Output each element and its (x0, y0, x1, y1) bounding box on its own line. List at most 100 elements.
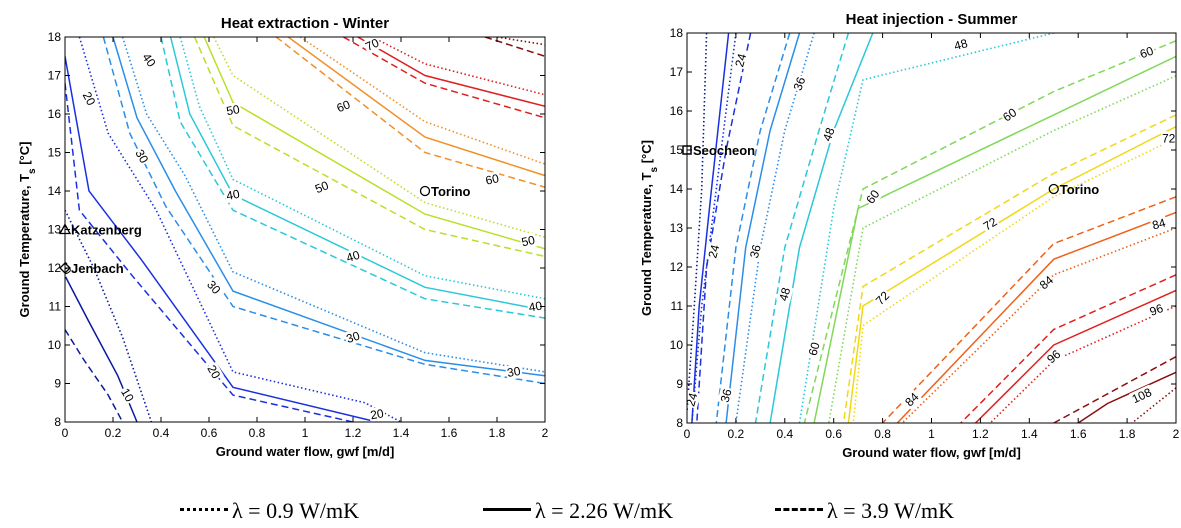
x-tick-label: 0 (684, 427, 691, 441)
y-tick-label: 10 (48, 338, 62, 352)
x-tick-label: 0.4 (776, 427, 793, 441)
site-label-jenbach: Jenbach (71, 261, 124, 276)
heat-injection-summer-chart: 2424243636364848486060606072727284848496… (639, 11, 1180, 460)
contour-label-bg (343, 328, 363, 347)
contour-line-80-lambda-0_9 (496, 37, 545, 46)
site-label-katzenberg: Katzenberg (71, 223, 142, 238)
contour-label-bg (1149, 215, 1169, 233)
y-tick-label: 18 (48, 30, 62, 44)
contour-label: 60 (1138, 44, 1156, 62)
y-tick-label: 12 (48, 261, 62, 275)
y-tick-label: 10 (670, 338, 684, 352)
contour-line-96-lambda-3_9 (960, 274, 1176, 423)
y-axis-label-main: Ground Temperature, T (639, 172, 654, 316)
x-tick-label: 0.6 (825, 427, 842, 441)
contour-line-50-lambda-3_9 (193, 37, 545, 258)
x-axis-label: Ground water flow, gwf [m/d] (842, 445, 1021, 460)
contour-label-bg (1043, 346, 1065, 367)
y-tick-label: 14 (670, 182, 684, 196)
contour-label: 20 (80, 89, 99, 108)
x-tick-label: 1 (928, 427, 935, 441)
contour-label-bg (790, 73, 809, 94)
contour-label: 70 (363, 35, 381, 53)
contour-line-108-lambda-2_26 (1077, 371, 1176, 423)
x-tick-label: 1 (302, 426, 309, 440)
contour-label-bg (872, 287, 894, 309)
contour-label: 36 (747, 243, 764, 260)
contour-line-60-lambda-3_9 (275, 37, 545, 188)
legend: λ = 0.9 W/mK λ = 2.26 W/mK λ = 3.9 W/mK (0, 496, 1181, 528)
chart-title: Heat injection - Summer (846, 11, 1018, 28)
contour-line-48-lambda-0_9 (798, 33, 1054, 423)
contour-label-bg (312, 177, 332, 197)
y-tick-label: 9 (54, 377, 61, 391)
contour-label-bg (1128, 384, 1155, 407)
contour-line-60-lambda-3_9 (803, 40, 1176, 423)
contour-label-bg (117, 384, 138, 406)
y-tick-label: 15 (48, 146, 62, 160)
contour-line-30-lambda-2_26 (112, 37, 545, 377)
y-tick-label: 14 (48, 184, 62, 198)
contour-line-108-lambda-0_9 (1131, 387, 1176, 423)
y-tick-label: 17 (670, 65, 684, 79)
y-axis-label: Ground Temperature, Ts [°C] (17, 142, 38, 318)
contour-label-bg (979, 213, 1001, 235)
contour-label-bg (343, 247, 363, 266)
contour-label-bg (901, 388, 923, 410)
contour-line-36-lambda-3_9 (715, 33, 791, 423)
chart-title: Heat extraction - Winter (221, 15, 389, 32)
contour-line-24-lambda-2_26 (691, 33, 730, 423)
site-marker-torino (419, 185, 431, 197)
contour-group (65, 37, 545, 422)
contour-line-84-lambda-2_26 (896, 211, 1176, 423)
y-axis-label: Ground Temperature, Ts [°C] (639, 140, 660, 316)
contour-line-50-lambda-2_26 (203, 37, 545, 250)
site-label-torino: Torino (1060, 182, 1100, 197)
y-tick-label: 18 (670, 26, 684, 40)
site-marker-torino (1048, 183, 1059, 195)
contour-line-84-lambda-0_9 (901, 227, 1176, 423)
contour-line-20-lambda-3_9 (65, 83, 354, 422)
contour-line-36-lambda-2_26 (725, 33, 801, 423)
contour-label: 50 (313, 178, 331, 196)
contour-label: 36 (791, 75, 809, 93)
site-label-torino: Torino (431, 184, 471, 199)
contour-label: 20 (204, 363, 223, 382)
y-tick-label: 16 (670, 104, 684, 118)
contour-label-bg (746, 241, 765, 261)
contour-label: 60 (484, 171, 500, 188)
contour-label: 36 (718, 387, 735, 404)
x-tick-label: 0.8 (874, 427, 891, 441)
y-axis-label-unit: [°C] (17, 142, 32, 169)
contour-line-96-lambda-0_9 (989, 305, 1176, 423)
contour-label-bg (362, 37, 383, 55)
contour-label-bg (951, 35, 971, 54)
contour-label: 40 (344, 248, 361, 266)
contour-label-bg (1160, 131, 1176, 146)
contour-line-60-lambda-0_9 (828, 75, 1176, 423)
y-axis-label-subscript: s (649, 166, 660, 172)
legend-label-dotted: λ = 0.9 W/mK (232, 498, 359, 523)
contour-label-bg (224, 101, 243, 119)
y-tick-label: 8 (676, 416, 683, 430)
contour-line-10-lambda-0_9 (65, 209, 153, 422)
contour-line-40-lambda-3_9 (160, 37, 545, 319)
contour-label-bg (776, 284, 794, 304)
contour-line-96-lambda-2_26 (974, 289, 1176, 423)
contour-label: 40 (225, 187, 241, 203)
contour-label: 48 (820, 125, 838, 143)
contour-label: 60 (806, 340, 823, 357)
contour-label-bg (203, 276, 225, 298)
contour-label-bg (79, 88, 99, 109)
contour-label: 48 (953, 36, 970, 53)
legend-label-dashed: λ = 3.9 W/mK (827, 498, 954, 523)
contour-label: 48 (776, 286, 793, 303)
contour-line-20-lambda-2_26 (65, 56, 378, 422)
x-tick-label: 1.4 (1021, 427, 1038, 441)
x-tick-label: 2 (542, 426, 549, 440)
contour-label: 40 (528, 298, 544, 314)
x-axis-label: Ground water flow, gwf [m/d] (216, 444, 395, 459)
contour-label: 10 (118, 386, 137, 405)
x-tick-label: 1.6 (1070, 427, 1087, 441)
